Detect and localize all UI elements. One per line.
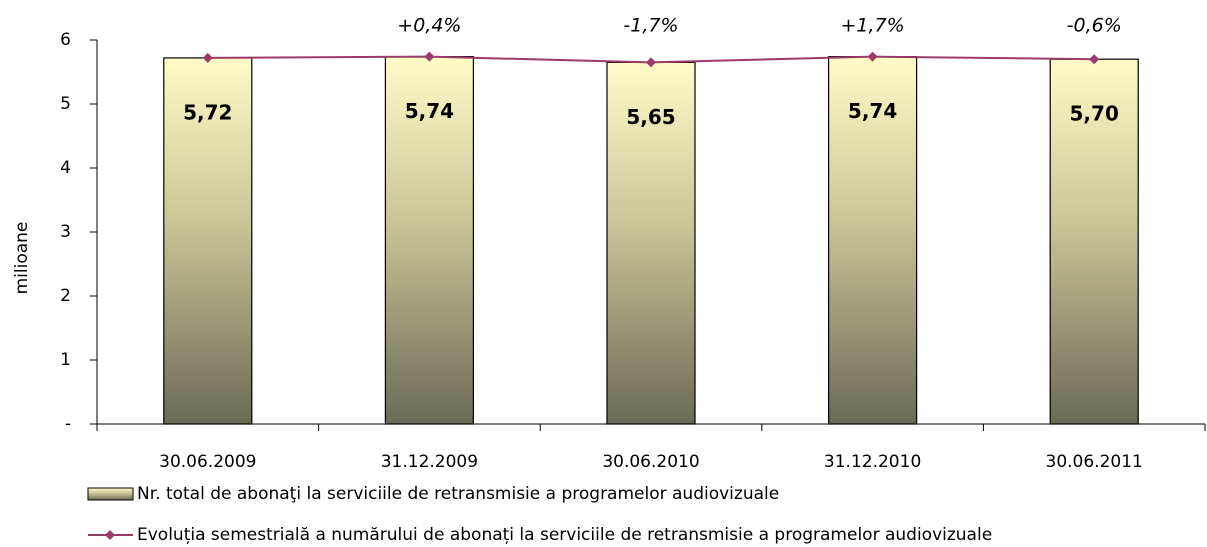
bar xyxy=(827,56,918,425)
line-marker xyxy=(424,51,435,62)
x-tick-label: 31.12.2010 xyxy=(824,452,921,472)
y-tick-label: 4 xyxy=(60,158,71,178)
bar xyxy=(1049,58,1139,425)
y-tick-label: 6 xyxy=(60,30,71,50)
y-tick-label: 1 xyxy=(60,350,71,370)
bar xyxy=(606,61,696,425)
annotation: -0,6% xyxy=(1067,15,1122,37)
bar-value-label: 5,74 xyxy=(848,99,897,123)
bar-value-label: 5,74 xyxy=(405,99,454,123)
bar-value-label: 5,70 xyxy=(1070,102,1119,126)
line-marker xyxy=(1089,54,1100,65)
legend-marker xyxy=(105,530,115,540)
y-axis-label: milioane xyxy=(12,222,32,295)
bar-value-label: 5,65 xyxy=(626,105,675,129)
bar-value-label: 5,72 xyxy=(183,100,232,124)
annotation: +1,7% xyxy=(840,15,904,37)
y-tick-label: 3 xyxy=(60,222,71,242)
annotation: -1,7% xyxy=(623,15,678,37)
line-marker xyxy=(646,57,656,68)
bar xyxy=(163,57,253,425)
x-tick-label: 31.12.2009 xyxy=(381,452,478,472)
line-marker xyxy=(867,51,878,62)
y-tick-label: 2 xyxy=(60,286,71,306)
bar xyxy=(384,56,474,425)
x-tick-label: 30.06.2010 xyxy=(602,452,699,472)
legend-label: Nr. total de abonaţi la serviciile de re… xyxy=(137,484,779,504)
legend-swatch xyxy=(87,487,134,501)
x-tick-label: 30.06.2009 xyxy=(159,452,256,472)
x-tick-label: 30.06.2011 xyxy=(1046,452,1143,472)
y-tick-label: - xyxy=(65,414,71,434)
y-tick-label: 5 xyxy=(60,94,71,114)
annotation: +0,4% xyxy=(397,15,461,37)
line-marker xyxy=(202,52,213,63)
legend-label: Evoluția semestrială a numărului de abon… xyxy=(137,525,992,545)
